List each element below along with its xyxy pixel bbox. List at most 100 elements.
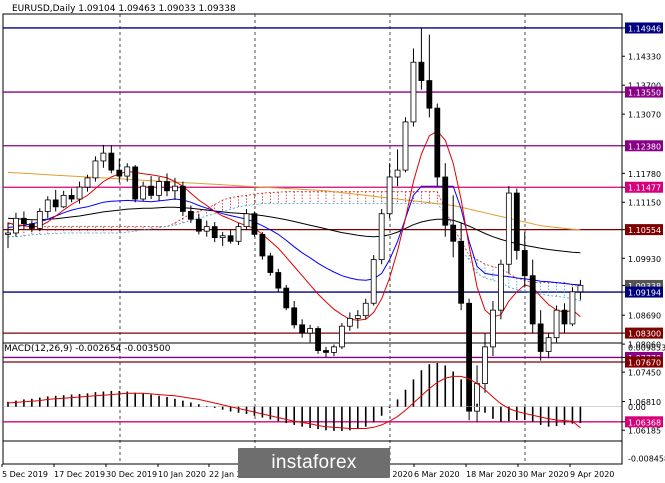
- price-label-box: [625, 140, 663, 152]
- bear-candle: [259, 233, 266, 257]
- bear-candle: [179, 185, 186, 212]
- bear-candle: [116, 169, 123, 177]
- price-label-box: [625, 22, 663, 34]
- bear-candle: [68, 194, 75, 200]
- bull-candle: [84, 177, 91, 188]
- time-label: 6 Mar 2020: [414, 470, 460, 479]
- price-label-box: [625, 327, 663, 339]
- bear-candle: [148, 185, 155, 196]
- bear-candle: [211, 226, 218, 239]
- bear-candle: [291, 307, 298, 326]
- macd-panel: [3, 363, 622, 431]
- bull-candle: [378, 213, 385, 261]
- bull-candle: [219, 235, 226, 239]
- price-label: 1.13550: [628, 89, 661, 98]
- bull-candle: [172, 185, 178, 192]
- price-label: 1.12380: [628, 142, 661, 151]
- bull-candle: [124, 166, 131, 177]
- watermark-logo: instaforex: [238, 448, 390, 478]
- bear-candle: [267, 255, 274, 273]
- price-label-box: [625, 416, 663, 428]
- bull-candle: [13, 217, 19, 234]
- price-label: 1.14946: [628, 24, 661, 33]
- macd-tick-label: -0.008458: [628, 454, 665, 463]
- bear-candle: [434, 107, 441, 178]
- bull-candle: [497, 263, 504, 311]
- bull-candle: [331, 346, 337, 353]
- price-label: 1.08690: [628, 312, 661, 321]
- bull-candle: [362, 302, 369, 317]
- price-label-box: [625, 86, 663, 98]
- price-label: 1.09930: [628, 255, 661, 264]
- bull-candle: [203, 226, 210, 232]
- bull-candle: [569, 291, 576, 325]
- bull-candle: [553, 309, 560, 339]
- bull-candle: [474, 383, 480, 412]
- bear-candle: [20, 217, 27, 225]
- bear-candle: [323, 350, 329, 353]
- price-label: 1.06368: [628, 418, 661, 427]
- bear-candle: [132, 166, 139, 200]
- price-label: 1.09338: [628, 282, 661, 291]
- horizontal-levels: [3, 27, 622, 423]
- time-label: 30 Mar 2020: [518, 470, 569, 479]
- bear-candle: [28, 223, 35, 229]
- bull-candle: [100, 152, 107, 162]
- time-label: 22 Jan 2020: [209, 470, 257, 479]
- bull-candle: [370, 259, 377, 304]
- ma-blue-line: [7, 185, 581, 286]
- bull-candle: [5, 232, 11, 235]
- bear-candle: [426, 80, 433, 109]
- bear-candle: [442, 176, 449, 226]
- ma-red-line: [7, 130, 581, 321]
- axes: [621, 14, 625, 464]
- price-label: 1.06810: [628, 398, 661, 407]
- candlesticks: [5, 27, 584, 423]
- bear-candle: [561, 309, 568, 325]
- bear-candle: [450, 224, 457, 242]
- time-label: 10 Jan 2020: [158, 470, 206, 479]
- bear-candle: [529, 275, 536, 325]
- bull-candle: [482, 346, 488, 385]
- ma-orange-line: [7, 171, 581, 231]
- bull-candle: [235, 226, 242, 242]
- bull-candle: [140, 185, 147, 200]
- price-label: 1.13700: [628, 82, 661, 91]
- macd-tick-label: 0.009853: [628, 343, 665, 352]
- bull-candle: [577, 284, 584, 293]
- price-label-box: [625, 224, 663, 236]
- macd-tick-label: 0.00: [628, 403, 646, 412]
- bear-candle: [299, 324, 306, 334]
- bull-candle: [156, 181, 162, 196]
- cloud-span-a: [7, 191, 581, 288]
- bear-candle: [227, 235, 234, 242]
- price-label: 1.09194: [628, 289, 661, 298]
- bull-candle: [394, 169, 401, 178]
- bull-candle: [307, 328, 314, 334]
- bull-candle: [44, 199, 51, 212]
- price-label: 1.10554: [628, 226, 661, 235]
- bear-candle: [521, 250, 528, 277]
- bear-candle: [164, 181, 170, 192]
- price-label: 1.07670: [628, 359, 661, 368]
- ma-black-line: [7, 206, 581, 254]
- bear-candle: [418, 61, 425, 81]
- bull-candle: [354, 315, 361, 319]
- bear-candle: [466, 302, 473, 412]
- price-label: 1.11780: [628, 170, 661, 179]
- bull-candle: [386, 176, 393, 215]
- bear-candle: [315, 328, 321, 351]
- price-label: 1.13070: [628, 111, 661, 120]
- cloud-span-b: [8, 203, 581, 302]
- bull-candle: [92, 160, 99, 179]
- time-label: 18 Mar 2020: [466, 470, 517, 479]
- price-label: 1.08300: [628, 330, 661, 339]
- bear-candle: [537, 323, 544, 352]
- bear-candle: [187, 211, 194, 220]
- bull-candle: [402, 121, 409, 171]
- bear-candle: [52, 199, 59, 208]
- bear-candle: [458, 240, 465, 304]
- bull-candle: [338, 325, 345, 348]
